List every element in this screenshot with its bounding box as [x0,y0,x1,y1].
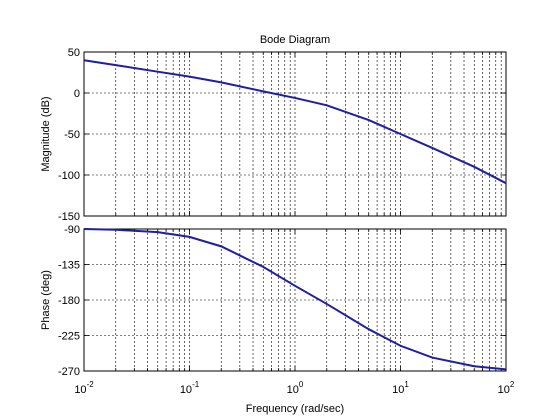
x-tick-label: 10-2 [74,380,94,396]
phase-x-ticks: 10-2 10-1 100 101 102 [74,229,515,396]
magnitude-y-ticks: 50 0 -50 -100 -150 [58,47,506,223]
magnitude-series-line [83,59,507,185]
phase-series-line [83,228,507,371]
phase-y-axis-label: Phase (deg) [40,270,52,330]
x-tick-label: 101 [392,380,409,396]
x-tick-label: 10-1 [180,380,200,396]
magnitude-y-tick-label: -100 [58,170,80,182]
phase-y-tick-label: -270 [58,366,80,378]
magnitude-y-axis-label: Magnitude (dB) [40,96,52,171]
chart-title: Bode Diagram [260,34,330,46]
x-tick-label: 100 [287,380,304,396]
magnitude-y-tick-label: 0 [74,88,80,100]
phase-y-ticks: -90 -135 -180 -225 -270 [58,224,506,378]
phase-plot: -90 -135 -180 -225 -270 10-2 10-1 100 101 102 Ph… [40,224,515,415]
phase-y-tick-label: -135 [58,260,80,272]
magnitude-x-ticks [115,52,502,216]
magnitude-plot: 50 0 -50 -100 -150 Bode Diagram Magnitude (d… [40,34,507,223]
x-axis-label: Frequency (rad/sec) [246,403,344,415]
magnitude-y-tick-label: -150 [58,211,80,223]
x-tick-label: 102 [498,380,515,396]
phase-y-tick-label: -225 [58,331,80,343]
magnitude-y-tick-label: 50 [68,47,80,59]
phase-y-tick-label: -180 [58,295,80,307]
magnitude-y-tick-label: -50 [64,129,80,141]
phase-y-tick-label: -90 [64,224,80,236]
